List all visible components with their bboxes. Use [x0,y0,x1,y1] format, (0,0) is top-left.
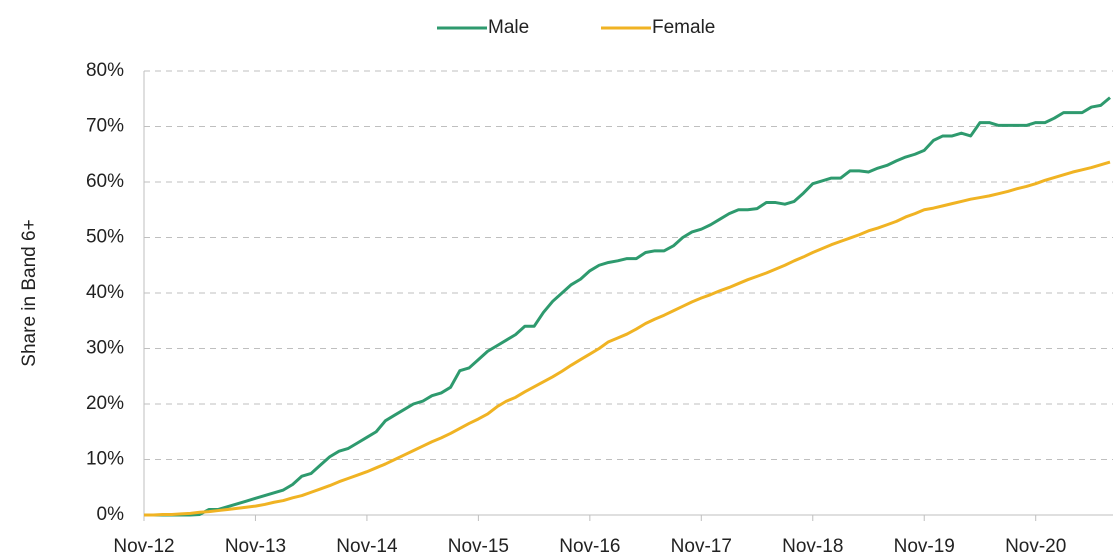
y-tick-label: 80% [86,60,124,81]
x-tick-label: Nov-18 [782,536,843,557]
y-tick-label: 30% [86,338,124,359]
y-tick-label: 50% [86,227,124,248]
y-tick-label: 0% [97,504,125,525]
x-tick-label: Nov-15 [448,536,509,557]
x-tick-label: Nov-14 [336,536,398,557]
legend-label: Male [488,17,529,38]
series-line [144,160,1111,517]
y-tick-label: 20% [86,393,124,414]
legend-label: Female [652,17,715,38]
x-tick-label: Nov-17 [671,536,732,557]
x-tick-label: Nov-13 [225,536,286,557]
x-tick-label: Nov-12 [113,536,174,557]
y-tick-label: 60% [86,171,124,192]
y-tick-label: 10% [86,449,124,470]
y-axis-title: Share in Band 6+ [19,219,40,366]
y-tick-label: 40% [86,282,124,303]
x-tick-label: Nov-19 [894,536,955,557]
series-line [144,96,1111,517]
x-tick-label: Nov-16 [559,536,620,557]
y-tick-label: 70% [86,116,124,137]
x-tick-label: Nov-20 [1005,536,1066,557]
